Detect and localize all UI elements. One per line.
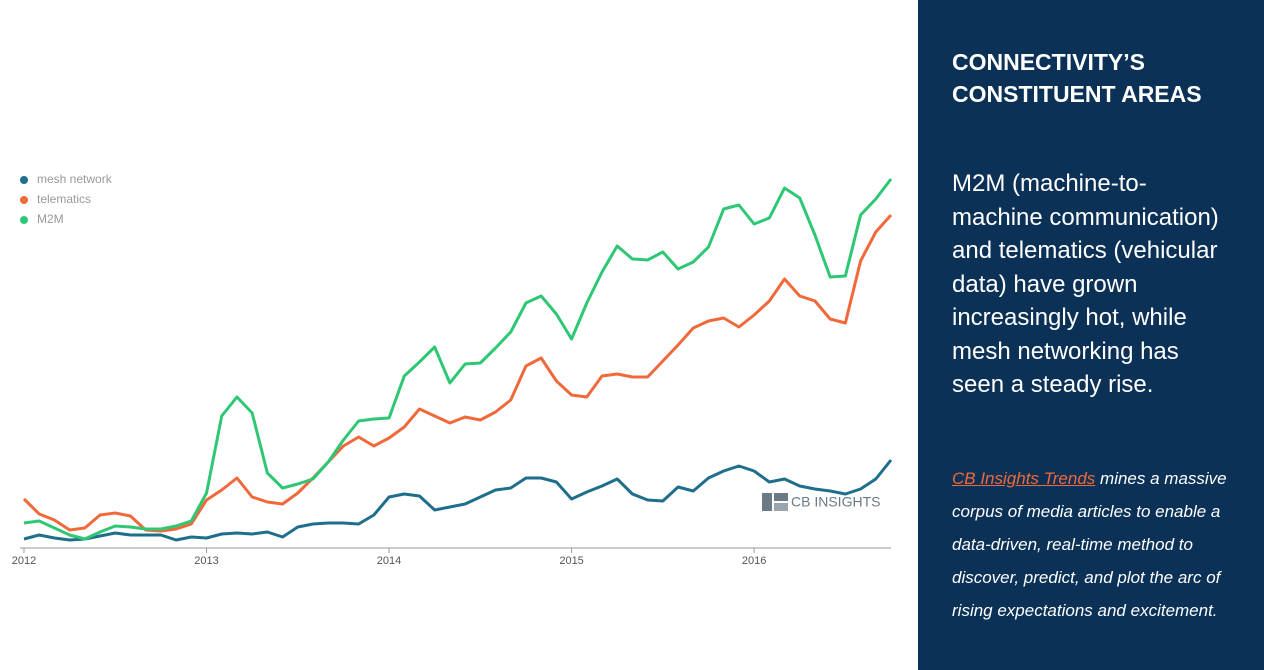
logo-block [774, 503, 788, 511]
watermark-logo: CB INSIGHTS [762, 493, 880, 511]
logo-block [774, 493, 788, 501]
legend-label: M2M [37, 212, 64, 226]
x-tick-label: 2014 [377, 555, 401, 567]
panel-body: M2M (machine-to-machine communication) a… [952, 170, 1219, 398]
link[interactable]: CB Insights Trends [952, 469, 1096, 488]
x-tick-label: 2013 [194, 555, 218, 567]
legend-marker [20, 216, 28, 224]
x-tick-label: 2016 [742, 555, 766, 567]
x-tick-label: 2012 [12, 555, 36, 567]
panel-footer: CB Insights Trends mines a massive corpu… [952, 462, 1252, 627]
legend-label: mesh network [37, 172, 113, 186]
chart: CB INSIGHTS 2012 2013 2014 2015 2016 mesh net… [12, 172, 893, 567]
watermark: CB INSIGHTS [791, 494, 880, 510]
series-line [23, 459, 893, 542]
series-line [22, 213, 893, 533]
legend-marker [20, 196, 28, 204]
footer-text: mines a massive corpus of media articles… [952, 469, 1227, 620]
logo-block [762, 493, 772, 511]
x-tick-label: 2015 [559, 555, 583, 567]
legend-label: telematics [37, 192, 91, 206]
side-panel: CONNECTIVITY’S CONSTITUENT AREAS M2M (ma… [918, 0, 1264, 670]
series-line [23, 178, 893, 541]
panel-title: CONNECTIVITY’S CONSTITUENT AREAS [952, 49, 1202, 107]
legend-marker [20, 176, 28, 184]
